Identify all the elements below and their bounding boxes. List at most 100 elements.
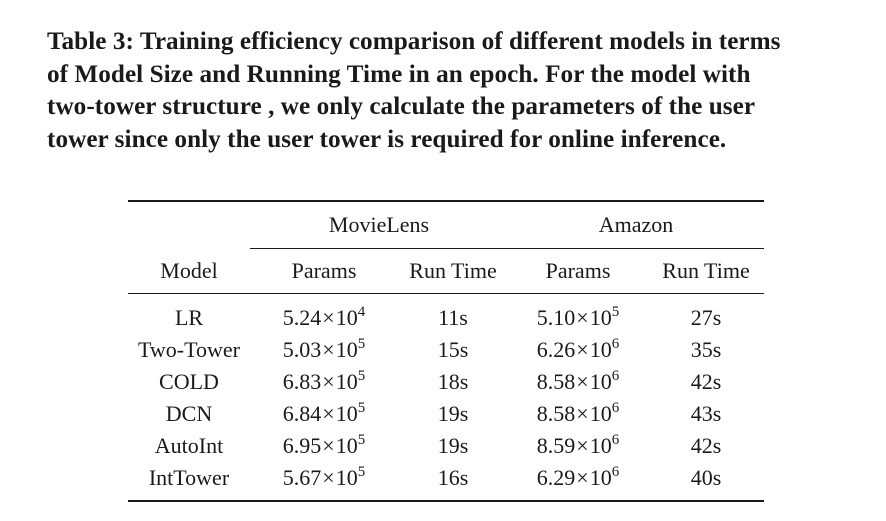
group-header-empty bbox=[128, 201, 250, 249]
params-mantissa: 6.83 bbox=[282, 369, 322, 394]
group-header-amazon: Amazon bbox=[508, 201, 764, 249]
group-header-movielens: MovieLens bbox=[250, 201, 508, 249]
params-exponent: 5 bbox=[357, 368, 366, 384]
caption-line-4: tower since only the user tower is requi… bbox=[47, 125, 727, 153]
params-value: 5.24×104 bbox=[283, 305, 365, 331]
params-mantissa: 6.29 bbox=[536, 465, 576, 490]
times-symbol: × bbox=[576, 369, 589, 394]
times-symbol: × bbox=[322, 369, 335, 394]
cell-model: IntTower bbox=[148, 465, 230, 490]
cell-movielens-runtime: 18s bbox=[437, 369, 469, 394]
params-exponent: 4 bbox=[357, 304, 366, 320]
params-exponent: 5 bbox=[357, 400, 366, 416]
params-value: 6.83×105 bbox=[283, 369, 365, 395]
times-symbol: × bbox=[322, 337, 335, 362]
params-base: 10 bbox=[589, 337, 612, 362]
cell-amazon-params: 8.59×106 bbox=[508, 430, 648, 462]
cell-amazon-params: 5.10×105 bbox=[508, 294, 648, 335]
params-value: 6.26×106 bbox=[537, 337, 619, 363]
table-caption: Table 3: Training efficiency comparison … bbox=[47, 26, 857, 156]
params-value: 6.84×105 bbox=[283, 401, 365, 427]
cell-amazon-params: 8.58×106 bbox=[508, 398, 648, 430]
params-exponent: 6 bbox=[611, 336, 620, 352]
params-exponent: 5 bbox=[357, 432, 366, 448]
table-row: Two-Tower 5.03×105 15s 6.26×106 35s bbox=[128, 334, 764, 366]
params-exponent: 5 bbox=[357, 464, 366, 480]
params-value: 5.10×105 bbox=[537, 305, 619, 331]
params-value: 5.03×105 bbox=[283, 337, 365, 363]
table-body: LR 5.24×104 11s 5.10×105 27s Two-Tower 5.03×10… bbox=[128, 294, 764, 501]
params-base: 10 bbox=[589, 369, 612, 394]
cell-amazon-runtime: 35s bbox=[690, 337, 722, 362]
params-value: 8.58×106 bbox=[537, 369, 619, 395]
cell-amazon-runtime: 42s bbox=[690, 369, 722, 394]
caption-line-2: of Model Size and Running Time in an epo… bbox=[47, 60, 751, 88]
column-header-model: Model bbox=[128, 248, 250, 294]
times-symbol: × bbox=[576, 433, 589, 458]
params-exponent: 6 bbox=[611, 464, 620, 480]
params-base: 10 bbox=[589, 433, 612, 458]
column-header-row: Model Params Run Time Params Run Time bbox=[128, 248, 764, 294]
cell-amazon-runtime: 42s bbox=[690, 433, 722, 458]
params-base: 10 bbox=[335, 337, 358, 362]
efficiency-table-wrapper: MovieLens Amazon Model Params Run Time P… bbox=[128, 200, 764, 502]
cell-amazon-params: 8.58×106 bbox=[508, 366, 648, 398]
cell-movielens-runtime: 15s bbox=[437, 337, 469, 362]
times-symbol: × bbox=[576, 337, 589, 362]
params-mantissa: 5.10 bbox=[536, 305, 576, 330]
column-header-amazon-params: Params bbox=[508, 248, 648, 294]
caption-line-3: two-tower structure , we only calculate … bbox=[47, 93, 756, 120]
times-symbol: × bbox=[322, 401, 335, 426]
efficiency-table: MovieLens Amazon Model Params Run Time P… bbox=[128, 200, 764, 502]
table-row: IntTower 5.67×105 16s 6.29×106 40s bbox=[128, 462, 764, 501]
cell-model: COLD bbox=[159, 369, 219, 394]
table-row: COLD 6.83×105 18s 8.58×106 42s bbox=[128, 366, 764, 398]
params-mantissa: 5.03 bbox=[282, 337, 322, 362]
cell-movielens-params: 6.95×105 bbox=[250, 430, 398, 462]
params-exponent: 6 bbox=[611, 432, 620, 448]
cell-model: Two-Tower bbox=[138, 337, 240, 362]
times-symbol: × bbox=[576, 465, 589, 490]
cell-movielens-runtime: 19s bbox=[437, 401, 469, 426]
times-symbol: × bbox=[322, 433, 335, 458]
cell-movielens-params: 6.84×105 bbox=[250, 398, 398, 430]
params-mantissa: 6.95 bbox=[282, 433, 322, 458]
caption-line-1: Table 3: Training efficiency comparison … bbox=[47, 28, 781, 55]
group-header-row: MovieLens Amazon bbox=[128, 201, 764, 249]
cell-movielens-runtime: 19s bbox=[437, 433, 469, 458]
params-mantissa: 8.59 bbox=[536, 433, 576, 458]
cell-movielens-params: 5.24×104 bbox=[250, 294, 398, 335]
params-value: 6.95×105 bbox=[283, 433, 365, 459]
cell-movielens-runtime: 16s bbox=[437, 465, 469, 490]
params-base: 10 bbox=[335, 465, 358, 490]
params-exponent: 6 bbox=[611, 400, 620, 416]
cell-model: AutoInt bbox=[154, 433, 224, 458]
cell-model: DCN bbox=[165, 401, 213, 426]
table-row: LR 5.24×104 11s 5.10×105 27s bbox=[128, 294, 764, 335]
params-value: 8.59×106 bbox=[537, 433, 619, 459]
cell-amazon-params: 6.29×106 bbox=[508, 462, 648, 501]
params-base: 10 bbox=[589, 305, 612, 330]
times-symbol: × bbox=[322, 465, 335, 490]
params-mantissa: 8.58 bbox=[536, 369, 576, 394]
column-header-movielens-runtime: Run Time bbox=[398, 248, 508, 294]
params-exponent: 5 bbox=[611, 304, 620, 320]
params-base: 10 bbox=[335, 305, 358, 330]
cell-amazon-runtime: 43s bbox=[690, 401, 722, 426]
times-symbol: × bbox=[576, 305, 589, 330]
cell-movielens-runtime: 11s bbox=[438, 305, 468, 330]
params-base: 10 bbox=[589, 401, 612, 426]
params-exponent: 5 bbox=[357, 336, 366, 352]
cell-model: LR bbox=[174, 305, 204, 330]
params-base: 10 bbox=[335, 369, 358, 394]
params-value: 5.67×105 bbox=[283, 465, 365, 491]
table-row: DCN 6.84×105 19s 8.58×106 43s bbox=[128, 398, 764, 430]
params-mantissa: 6.84 bbox=[282, 401, 322, 426]
times-symbol: × bbox=[576, 401, 589, 426]
params-mantissa: 6.26 bbox=[536, 337, 576, 362]
cell-amazon-params: 6.26×106 bbox=[508, 334, 648, 366]
params-exponent: 6 bbox=[611, 368, 620, 384]
times-symbol: × bbox=[322, 305, 335, 330]
cell-movielens-params: 5.03×105 bbox=[250, 334, 398, 366]
params-base: 10 bbox=[335, 433, 358, 458]
